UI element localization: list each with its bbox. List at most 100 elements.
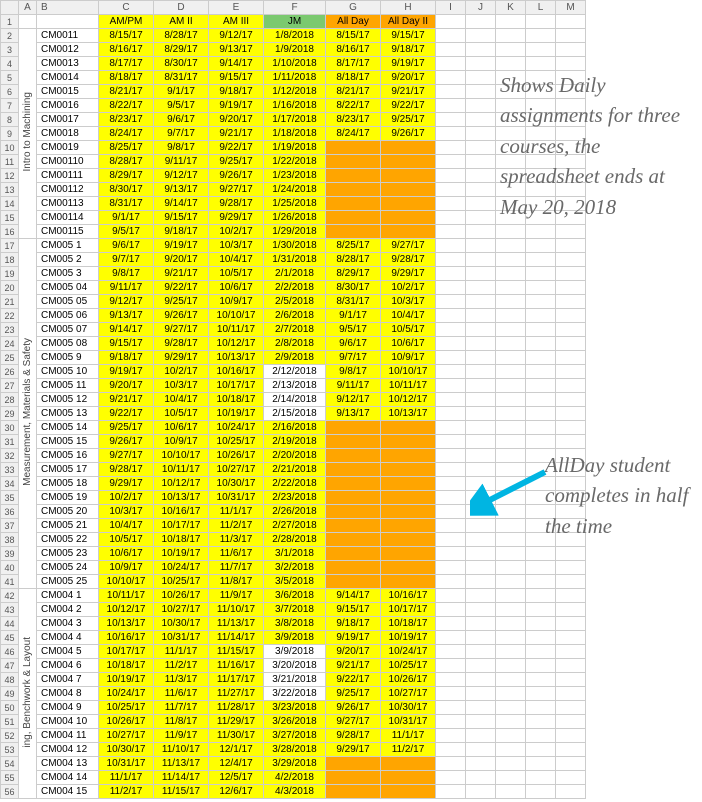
cell-6-B[interactable]: CM0015 — [37, 85, 99, 99]
cell-30-D[interactable]: 10/6/17 — [154, 421, 209, 435]
cell-28-L[interactable] — [526, 393, 556, 407]
cell-46-C[interactable]: 10/17/17 — [99, 645, 154, 659]
cell-38-G[interactable] — [326, 533, 381, 547]
cell-34-J[interactable] — [466, 477, 496, 491]
cell-29-C[interactable]: 9/22/17 — [99, 407, 154, 421]
cell-10-D[interactable]: 9/8/17 — [154, 141, 209, 155]
cell-51-F[interactable]: 3/26/2018 — [264, 715, 326, 729]
cell-34-I[interactable] — [436, 477, 466, 491]
cell-24-L[interactable] — [526, 337, 556, 351]
cell-3-D[interactable]: 8/29/17 — [154, 43, 209, 57]
cell-17-I[interactable] — [436, 239, 466, 253]
cell-26-I[interactable] — [436, 365, 466, 379]
cell-44-L[interactable] — [526, 617, 556, 631]
cell-53-K[interactable] — [496, 743, 526, 757]
cell-33-B[interactable]: CM005 17 — [37, 463, 99, 477]
cell-44-D[interactable]: 10/30/17 — [154, 617, 209, 631]
cell-11-C[interactable]: 8/28/17 — [99, 155, 154, 169]
cell-8-J[interactable] — [466, 113, 496, 127]
cell-51-D[interactable]: 11/8/17 — [154, 715, 209, 729]
cell-40-K[interactable] — [496, 561, 526, 575]
header-cell-E[interactable]: AM III — [209, 15, 264, 29]
cell-41-E[interactable]: 11/8/17 — [209, 575, 264, 589]
cell-24-M[interactable] — [556, 337, 586, 351]
cell-44-E[interactable]: 11/13/17 — [209, 617, 264, 631]
cell-56-C[interactable]: 11/2/17 — [99, 785, 154, 799]
cell-23-J[interactable] — [466, 323, 496, 337]
cell-54-G[interactable] — [326, 757, 381, 771]
cell-14-B[interactable]: CM00113 — [37, 197, 99, 211]
cell-36-E[interactable]: 11/1/17 — [209, 505, 264, 519]
col-header-B[interactable]: B — [37, 1, 99, 15]
row-number[interactable]: 44 — [1, 617, 19, 631]
row-number[interactable]: 40 — [1, 561, 19, 575]
cell-37-F[interactable]: 2/27/2018 — [264, 519, 326, 533]
cell-19-E[interactable]: 10/5/17 — [209, 267, 264, 281]
cell-29-K[interactable] — [496, 407, 526, 421]
row-number[interactable]: 38 — [1, 533, 19, 547]
cell-38-B[interactable]: CM005 22 — [37, 533, 99, 547]
cell-33-J[interactable] — [466, 463, 496, 477]
col-header-M[interactable]: M — [556, 1, 586, 15]
cell-42-I[interactable] — [436, 589, 466, 603]
row-number[interactable]: 37 — [1, 519, 19, 533]
cell-31-M[interactable] — [556, 435, 586, 449]
cell-4-J[interactable] — [466, 57, 496, 71]
cell-27-D[interactable]: 10/3/17 — [154, 379, 209, 393]
col-header-H[interactable]: H — [381, 1, 436, 15]
cell-46-E[interactable]: 11/15/17 — [209, 645, 264, 659]
cell-7-I[interactable] — [436, 99, 466, 113]
cell-17-E[interactable]: 10/3/17 — [209, 239, 264, 253]
cell-27-C[interactable]: 9/20/17 — [99, 379, 154, 393]
cell-12-B[interactable]: CM00111 — [37, 169, 99, 183]
cell-20-B[interactable]: CM005 04 — [37, 281, 99, 295]
cell-47-K[interactable] — [496, 659, 526, 673]
row-number[interactable]: 3 — [1, 43, 19, 57]
cell-35-F[interactable]: 2/23/2018 — [264, 491, 326, 505]
cell-26-L[interactable] — [526, 365, 556, 379]
cell-25-J[interactable] — [466, 351, 496, 365]
cell-37-B[interactable]: CM005 21 — [37, 519, 99, 533]
cell-26-F[interactable]: 2/12/2018 — [264, 365, 326, 379]
cell-38-I[interactable] — [436, 533, 466, 547]
cell-6-H[interactable]: 9/21/17 — [381, 85, 436, 99]
cell-45-H[interactable]: 10/19/17 — [381, 631, 436, 645]
cell-28-K[interactable] — [496, 393, 526, 407]
cell-10-E[interactable]: 9/22/17 — [209, 141, 264, 155]
cell-52-K[interactable] — [496, 729, 526, 743]
cell-17-F[interactable]: 1/30/2018 — [264, 239, 326, 253]
col-header-E[interactable]: E — [209, 1, 264, 15]
cell-41-G[interactable] — [326, 575, 381, 589]
cell-42-K[interactable] — [496, 589, 526, 603]
cell-14-D[interactable]: 9/14/17 — [154, 197, 209, 211]
cell-42-C[interactable]: 10/11/17 — [99, 589, 154, 603]
cell-9-G[interactable]: 8/24/17 — [326, 127, 381, 141]
cell-13-D[interactable]: 9/13/17 — [154, 183, 209, 197]
cell-55-G[interactable] — [326, 771, 381, 785]
cell-35-E[interactable]: 10/31/17 — [209, 491, 264, 505]
col-header-C[interactable]: C — [99, 1, 154, 15]
cell-3-C[interactable]: 8/16/17 — [99, 43, 154, 57]
cell-38-F[interactable]: 2/28/2018 — [264, 533, 326, 547]
cell-13-B[interactable]: CM00112 — [37, 183, 99, 197]
cell-10-C[interactable]: 8/25/17 — [99, 141, 154, 155]
row-number[interactable]: 7 — [1, 99, 19, 113]
row-number[interactable]: 31 — [1, 435, 19, 449]
cell-16-I[interactable] — [436, 225, 466, 239]
cell-49-D[interactable]: 11/6/17 — [154, 687, 209, 701]
cell-33-H[interactable] — [381, 463, 436, 477]
cell-15-B[interactable]: CM00114 — [37, 211, 99, 225]
cell-19-H[interactable]: 9/29/17 — [381, 267, 436, 281]
cell-34-B[interactable]: CM005 18 — [37, 477, 99, 491]
cell-40-B[interactable]: CM005 24 — [37, 561, 99, 575]
col-header-I[interactable]: I — [436, 1, 466, 15]
cell-50-F[interactable]: 3/23/2018 — [264, 701, 326, 715]
cell-36-G[interactable] — [326, 505, 381, 519]
cell-20-J[interactable] — [466, 281, 496, 295]
cell-50-H[interactable]: 10/30/17 — [381, 701, 436, 715]
cell-18-H[interactable]: 9/28/17 — [381, 253, 436, 267]
cell-53-B[interactable]: CM004 12 — [37, 743, 99, 757]
cell-40-H[interactable] — [381, 561, 436, 575]
cell-52-H[interactable]: 11/1/17 — [381, 729, 436, 743]
cell-6-E[interactable]: 9/18/17 — [209, 85, 264, 99]
